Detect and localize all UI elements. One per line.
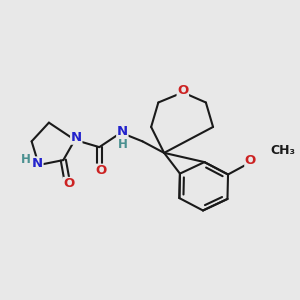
Text: N: N [32, 157, 43, 170]
Text: O: O [63, 178, 75, 190]
Text: H: H [21, 153, 31, 166]
Text: O: O [95, 164, 106, 177]
Text: N: N [71, 131, 82, 144]
Text: H: H [117, 138, 127, 151]
Text: O: O [177, 85, 188, 98]
Text: O: O [245, 154, 256, 166]
Text: CH₃: CH₃ [271, 143, 296, 157]
Text: N: N [117, 125, 128, 138]
